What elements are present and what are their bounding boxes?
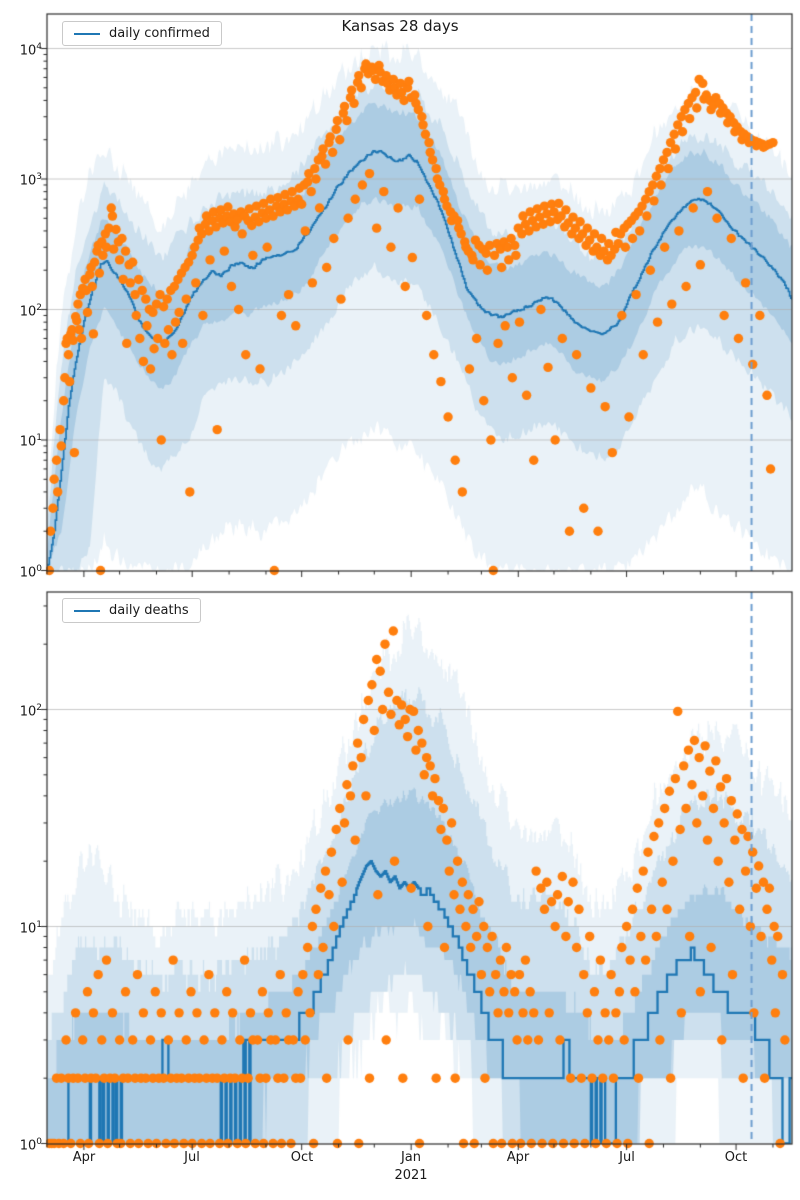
y-tick-label: 102 — [19, 303, 42, 320]
deaths-line-swatch — [74, 609, 100, 612]
legend-daily-confirmed: daily confirmed — [62, 21, 222, 46]
legend-label-confirmed: daily confirmed — [109, 26, 210, 41]
y-tick-label: 104 — [19, 42, 42, 59]
x-tick-label: Apr — [72, 1150, 96, 1165]
x-tick-label: Apr — [506, 1150, 530, 1165]
legend-label-deaths: daily deaths — [109, 603, 189, 618]
y-tick-label: 101 — [19, 920, 42, 937]
y-tick-label: 101 — [19, 433, 42, 450]
y-tick-label: 102 — [19, 703, 42, 720]
x-tick-label: Jan — [400, 1150, 422, 1165]
x-tick-label: Oct — [290, 1150, 314, 1165]
x-tick-label: Oct — [724, 1150, 748, 1165]
chart-title: Kansas 28 days — [341, 17, 459, 35]
x-axis-year-label: 2021 — [394, 1168, 428, 1183]
y-tick-label: 100 — [19, 1137, 42, 1154]
x-tick-label: Jul — [184, 1150, 200, 1165]
y-tick-label: 103 — [19, 172, 42, 189]
x-tick-label: Jul — [619, 1150, 635, 1165]
confirmed-line-swatch — [74, 32, 100, 35]
legend-daily-deaths: daily deaths — [62, 598, 201, 623]
y-tick-label: 100 — [19, 564, 42, 581]
